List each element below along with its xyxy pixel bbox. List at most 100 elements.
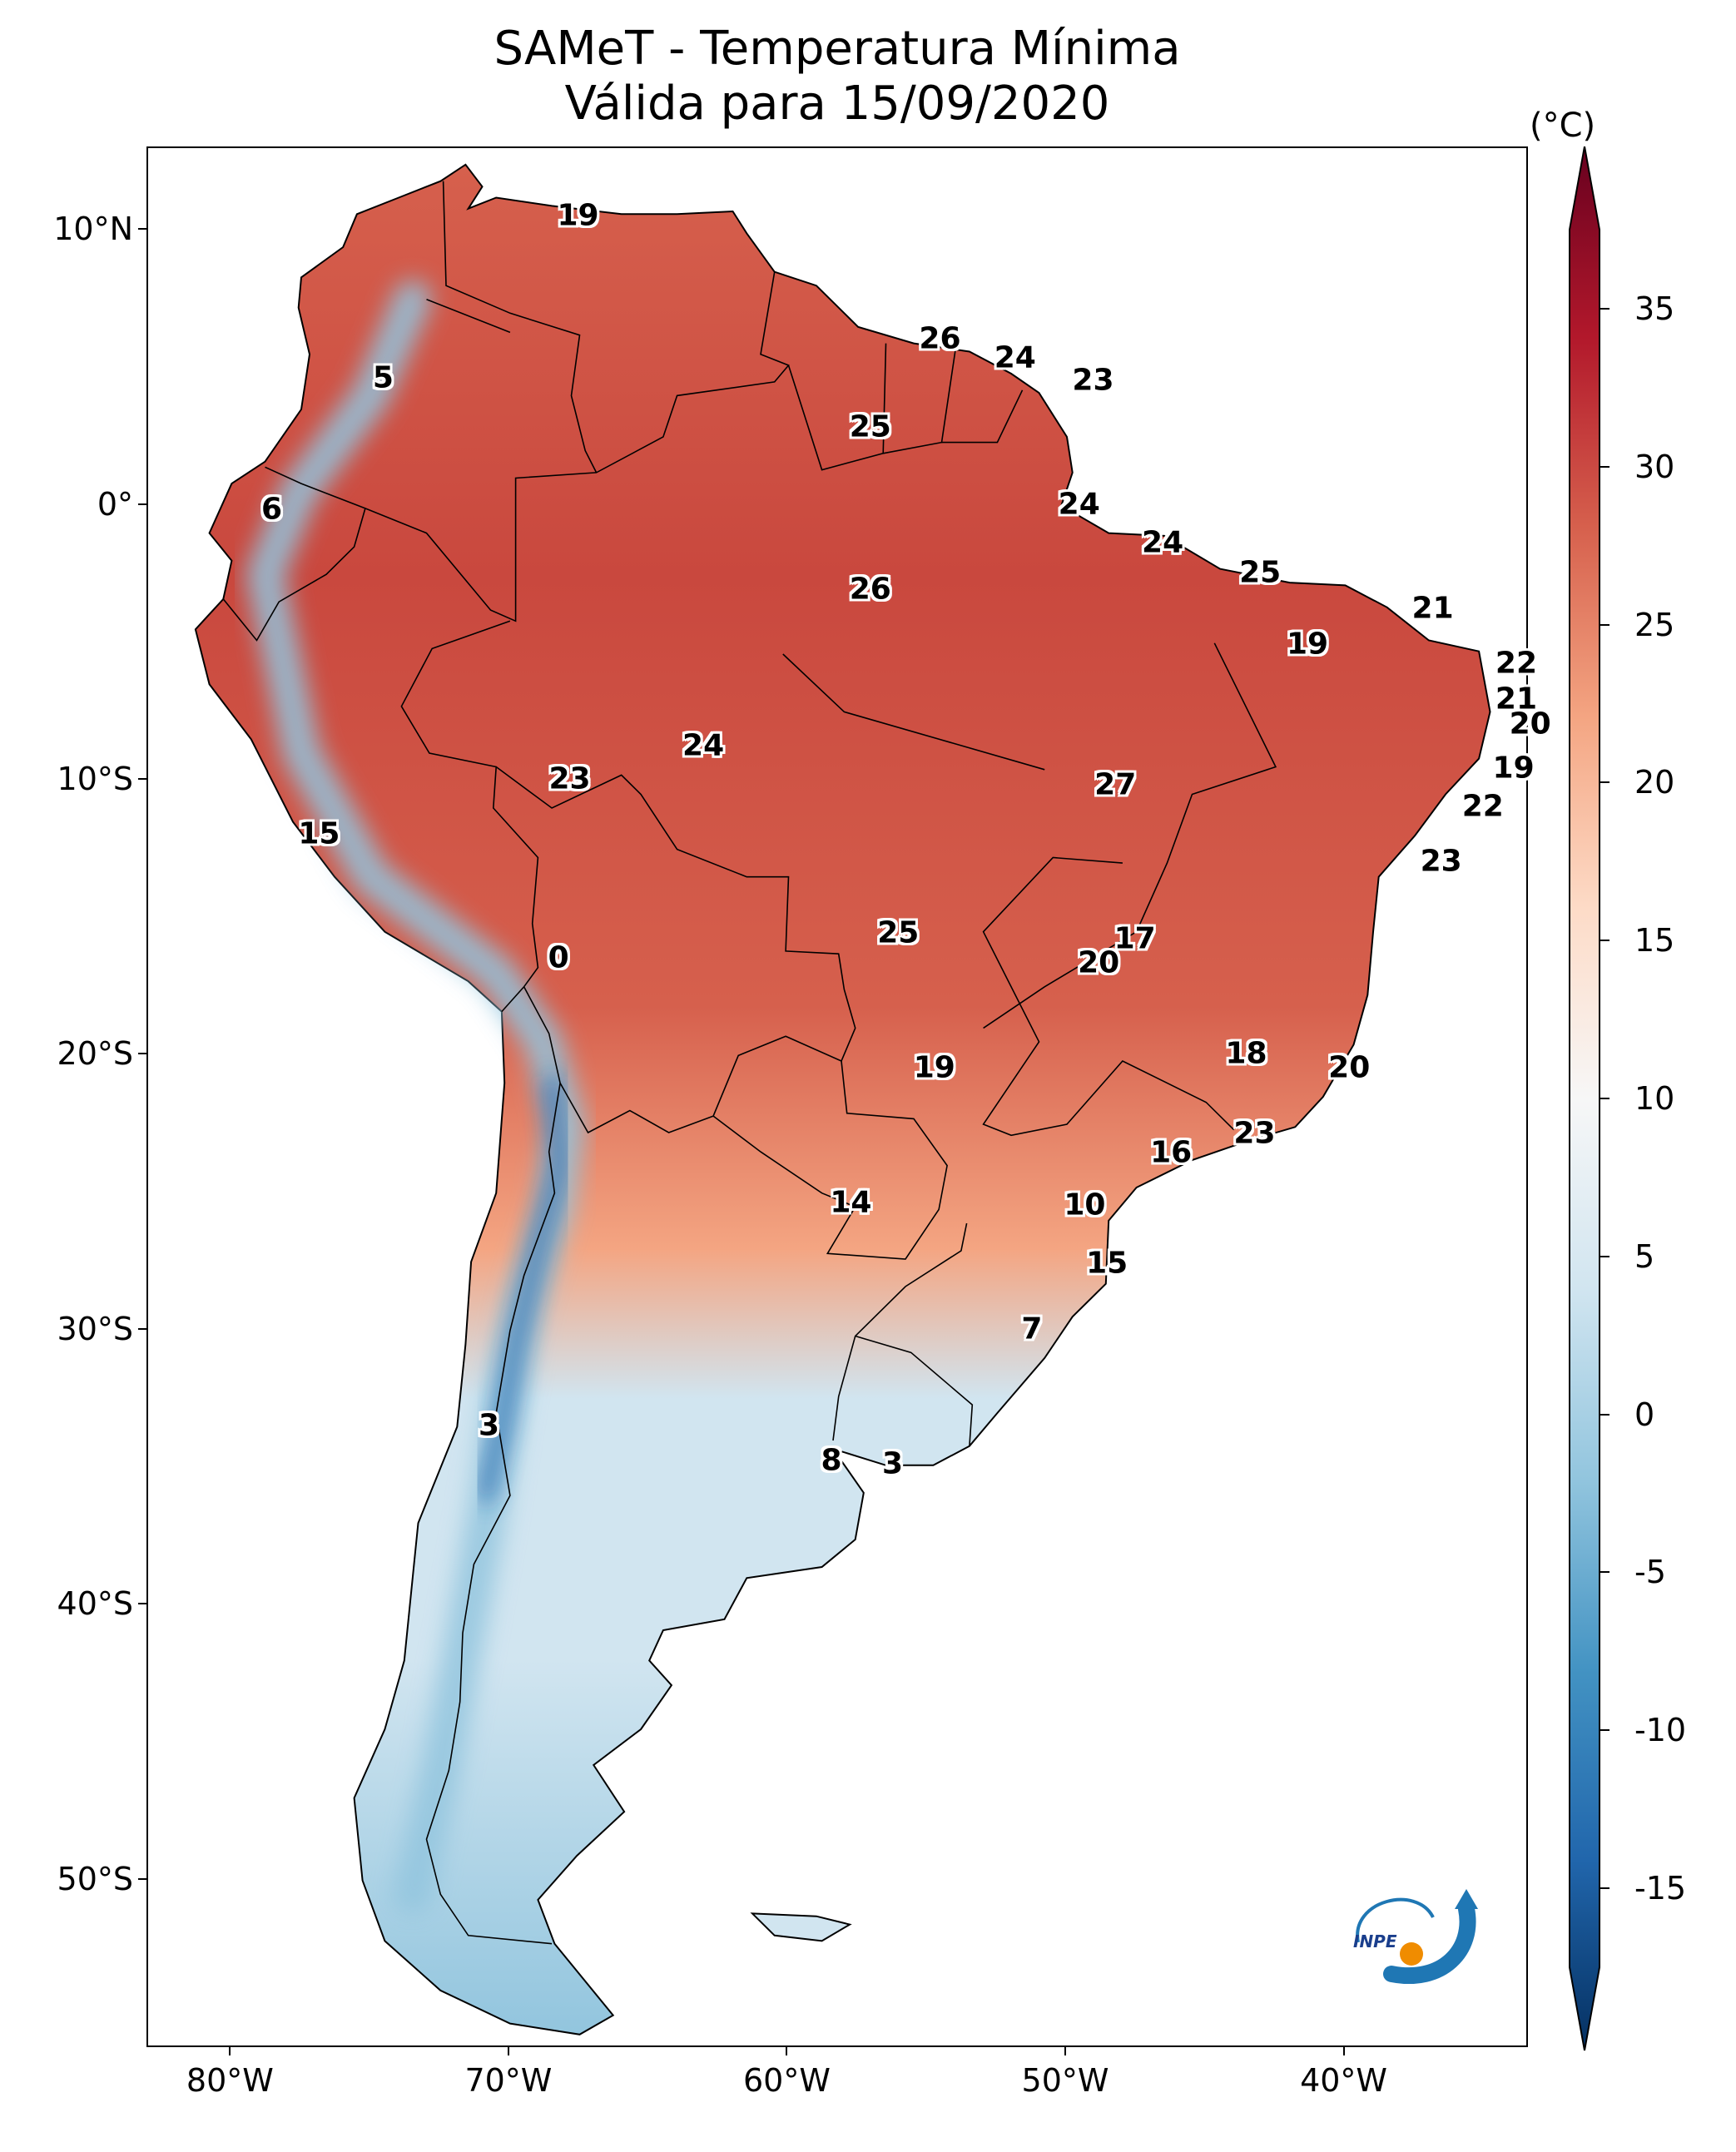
- andes-coldest-band: [477, 1075, 568, 1504]
- city-temperature-label: 26: [919, 321, 961, 356]
- city-temperature-label: 20: [1078, 945, 1120, 980]
- falkland-islands: [750, 1912, 852, 1942]
- border-line: [495, 766, 856, 1062]
- border-line: [982, 856, 1235, 1137]
- colorbar-tick-mark: [1600, 1571, 1610, 1574]
- border-line: [941, 389, 1024, 444]
- lat-tick-label: 10°S: [57, 761, 133, 797]
- map-title-line1: SAMeT - Temperatura Mínima: [494, 22, 1181, 76]
- lat-tick-mark: [138, 503, 146, 505]
- city-temperature-label: 20: [1328, 1050, 1371, 1085]
- city-temperature-label: 25: [1239, 555, 1282, 590]
- border-line: [425, 1083, 561, 1945]
- city-temperature-label: 19: [1286, 627, 1329, 662]
- border-line: [400, 620, 539, 1013]
- colorbar-body: [1569, 146, 1600, 2051]
- colorbar-tick-label: 5: [1634, 1237, 1655, 1275]
- city-temperature-label: 5: [372, 360, 394, 395]
- border-line: [855, 1335, 974, 1446]
- lon-tick-mark: [507, 2047, 509, 2055]
- colorbar-tick-mark: [1600, 1098, 1610, 1099]
- city-temperature-label: 25: [877, 915, 920, 950]
- lon-tick-label: 70°W: [464, 2062, 553, 2099]
- border-line: [523, 986, 842, 1134]
- lon-tick-mark: [1064, 2047, 1066, 2055]
- colorbar-tick-mark: [1600, 1729, 1610, 1732]
- south-america-landmass: [194, 163, 1491, 2035]
- city-temperature-label: 15: [298, 816, 340, 851]
- city-temperature-label: 23: [1233, 1116, 1276, 1151]
- lat-tick-mark: [138, 1603, 146, 1605]
- lat-tick-mark: [138, 778, 146, 780]
- city-temperature-label: 7: [1021, 1312, 1043, 1346]
- map-title: SAMeT - Temperatura Mínima Válida para 1…: [146, 22, 1528, 131]
- city-temperature-label: 23: [1072, 363, 1114, 398]
- city-temperature-label: 17: [1114, 921, 1156, 956]
- lat-tick-mark: [138, 1053, 146, 1055]
- lat-tick-mark: [138, 228, 146, 231]
- city-temperature-label: 20: [1509, 707, 1551, 741]
- border-line: [983, 642, 1277, 1029]
- city-temperature-label: 15: [1086, 1246, 1128, 1281]
- colorbar-tick-mark: [1600, 307, 1610, 310]
- city-temperature-label: 8: [821, 1443, 842, 1478]
- border-line: [782, 653, 1045, 771]
- colorbar-tick-label: 30: [1634, 448, 1675, 485]
- city-temperature-label: 10: [1064, 1188, 1106, 1222]
- lat-tick-label: 50°S: [57, 1860, 133, 1897]
- map-title-line2: Válida para 15/09/2020: [564, 77, 1110, 131]
- city-temperature-label: 18: [1225, 1036, 1267, 1071]
- border-line: [426, 298, 511, 334]
- city-temperature-label: 24: [1142, 525, 1184, 560]
- colorbar-tick-label: 15: [1634, 922, 1675, 959]
- border-line: [442, 181, 598, 474]
- colorbar-unit-label: (°C): [1530, 107, 1596, 145]
- lon-tick-label: 60°W: [742, 2062, 831, 2099]
- city-temperature-label: 23: [548, 761, 591, 796]
- lon-tick-label: 80°W: [186, 2062, 274, 2099]
- colorbar-tick-label: -5: [1634, 1554, 1666, 1591]
- colorbar-tick-label: -10: [1634, 1712, 1687, 1749]
- lat-tick-mark: [138, 1327, 146, 1330]
- border-line: [787, 343, 887, 471]
- city-temperature-label: 27: [1094, 767, 1137, 802]
- lon-tick-label: 40°W: [1300, 2062, 1387, 2099]
- city-temperature-label: 0: [548, 940, 569, 975]
- colorbar-tick-mark: [1600, 781, 1610, 784]
- lat-tick-label: 20°S: [57, 1035, 133, 1073]
- lon-tick-mark: [229, 2047, 231, 2055]
- city-temperature-label: 22: [1461, 789, 1504, 824]
- colorbar-tick-mark: [1600, 1255, 1610, 1257]
- city-temperature-label: 19: [1492, 751, 1535, 786]
- colorbar-tick-mark: [1600, 1413, 1610, 1416]
- city-temperature-label: 3: [478, 1408, 500, 1443]
- logo-sun: [1400, 1942, 1423, 1966]
- city-temperature-label: 24: [994, 340, 1036, 375]
- city-temperature-label: 6: [261, 492, 283, 527]
- city-temperature-label: 22: [1495, 646, 1538, 681]
- colorbar-tick-mark: [1600, 465, 1610, 468]
- city-temperature-label: 21: [1411, 591, 1454, 626]
- colorbar-tick-label: 10: [1634, 1080, 1675, 1117]
- logo-arrow-arc: [1383, 1901, 1476, 1984]
- city-temperature-label: 24: [682, 728, 725, 763]
- colorbar-tick-mark: [1600, 1887, 1610, 1890]
- colorbar-tick-label: 35: [1634, 290, 1675, 327]
- lon-tick-mark: [786, 2047, 788, 2055]
- logo-swoosh: [1356, 1897, 1435, 1943]
- city-temperature-label: 19: [913, 1050, 955, 1085]
- lat-tick-label: 0°: [97, 485, 133, 523]
- border-line: [265, 271, 790, 622]
- border-line: [222, 508, 366, 642]
- city-temperature-label: 23: [1420, 844, 1462, 879]
- colorbar-tick-label: 20: [1634, 764, 1675, 801]
- lat-tick-label: 10°N: [53, 211, 133, 248]
- city-temperature-label: 25: [849, 409, 891, 444]
- country-borders: [222, 181, 1277, 1945]
- city-temperature-label: 21: [1495, 682, 1538, 717]
- city-temperature-label: 14: [830, 1185, 872, 1220]
- city-temperature-label: 26: [849, 572, 891, 607]
- city-temperature-label: 3: [882, 1446, 904, 1481]
- colorbar-tick-label: 25: [1634, 606, 1675, 643]
- temperature-map: [194, 163, 1491, 2035]
